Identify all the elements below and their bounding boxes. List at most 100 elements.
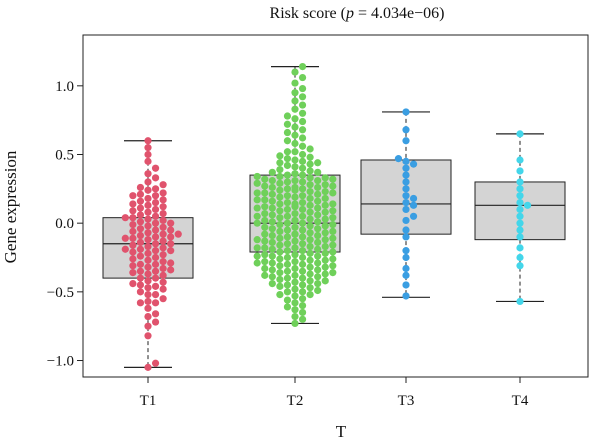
data-point bbox=[402, 192, 410, 200]
data-point bbox=[276, 220, 284, 229]
data-point bbox=[283, 205, 292, 214]
data-point bbox=[291, 278, 299, 286]
data-point bbox=[144, 186, 152, 194]
data-point bbox=[151, 299, 160, 307]
data-point bbox=[329, 255, 337, 263]
data-point bbox=[516, 192, 524, 200]
data-point bbox=[136, 218, 145, 226]
data-point bbox=[268, 183, 276, 192]
data-point bbox=[314, 245, 322, 253]
data-point bbox=[144, 263, 152, 271]
data-point bbox=[276, 200, 284, 208]
data-point bbox=[402, 137, 410, 145]
data-point bbox=[151, 164, 160, 172]
data-point bbox=[321, 229, 329, 237]
data-point bbox=[144, 304, 152, 312]
data-point bbox=[298, 281, 307, 289]
data-point bbox=[321, 181, 329, 189]
data-point bbox=[402, 164, 410, 172]
data-point bbox=[261, 203, 269, 211]
data-point bbox=[409, 160, 418, 168]
data-point bbox=[276, 248, 284, 256]
data-point bbox=[261, 271, 269, 279]
data-point bbox=[283, 161, 292, 170]
data-point bbox=[151, 359, 160, 367]
data-point bbox=[314, 225, 322, 233]
data-point bbox=[159, 230, 167, 238]
x-tick-label: T4 bbox=[512, 393, 529, 409]
data-point bbox=[298, 198, 307, 207]
data-point bbox=[276, 159, 284, 167]
data-point bbox=[291, 306, 299, 314]
data-point bbox=[402, 271, 410, 279]
data-point bbox=[329, 220, 337, 229]
data-point bbox=[261, 264, 269, 273]
data-point bbox=[291, 251, 299, 259]
data-point bbox=[129, 220, 137, 229]
data-point bbox=[159, 244, 167, 252]
points-t4 bbox=[516, 130, 532, 306]
y-tick-label: −1.0 bbox=[47, 354, 74, 370]
data-point bbox=[306, 263, 314, 271]
chart-title-prefix: Risk score ( bbox=[270, 5, 346, 22]
data-point bbox=[298, 178, 307, 186]
data-point bbox=[314, 204, 322, 212]
data-point bbox=[151, 185, 160, 193]
data-point bbox=[314, 218, 322, 226]
data-point bbox=[121, 234, 129, 242]
y-tick-label: 0.0 bbox=[55, 216, 74, 232]
data-point bbox=[151, 247, 160, 255]
data-point bbox=[268, 190, 276, 198]
data-point bbox=[329, 234, 337, 242]
data-point bbox=[167, 259, 175, 267]
data-point bbox=[268, 211, 276, 219]
data-point bbox=[291, 170, 299, 178]
data-point bbox=[261, 196, 269, 204]
data-point bbox=[136, 288, 145, 296]
data-point bbox=[144, 236, 152, 244]
data-point bbox=[321, 263, 329, 271]
data-point bbox=[151, 226, 160, 234]
data-point bbox=[159, 264, 167, 273]
data-point bbox=[276, 172, 284, 181]
data-point bbox=[283, 178, 292, 186]
data-point bbox=[151, 233, 160, 241]
data-point bbox=[276, 275, 284, 284]
data-point bbox=[268, 168, 276, 176]
data-point bbox=[283, 137, 292, 145]
data-point bbox=[298, 84, 307, 93]
data-point bbox=[136, 190, 145, 198]
data-point bbox=[261, 251, 269, 259]
data-point bbox=[298, 260, 307, 268]
data-point bbox=[261, 230, 269, 238]
data-point bbox=[314, 273, 322, 281]
data-point bbox=[291, 258, 299, 266]
data-point bbox=[268, 197, 276, 205]
data-point bbox=[144, 178, 152, 186]
data-point bbox=[291, 312, 299, 321]
data-point bbox=[129, 241, 137, 249]
data-point bbox=[253, 252, 261, 260]
data-point bbox=[306, 145, 314, 153]
data-point bbox=[144, 157, 152, 165]
data-point bbox=[129, 248, 137, 256]
data-point bbox=[402, 216, 410, 225]
data-point bbox=[283, 155, 292, 163]
x-tick-label: T3 bbox=[398, 393, 415, 409]
data-point bbox=[291, 299, 299, 307]
data-point bbox=[306, 181, 314, 189]
data-point bbox=[283, 192, 292, 200]
data-point bbox=[298, 93, 307, 101]
data-point bbox=[151, 274, 160, 282]
data-point bbox=[144, 242, 152, 251]
data-point bbox=[291, 223, 299, 231]
points-t1 bbox=[121, 137, 182, 371]
data-point bbox=[329, 241, 337, 249]
data-point bbox=[268, 259, 276, 267]
data-point bbox=[129, 227, 137, 236]
data-point bbox=[298, 157, 307, 165]
data-point bbox=[291, 156, 299, 164]
data-point bbox=[159, 271, 167, 279]
data-point bbox=[283, 219, 292, 227]
data-point bbox=[314, 252, 322, 260]
